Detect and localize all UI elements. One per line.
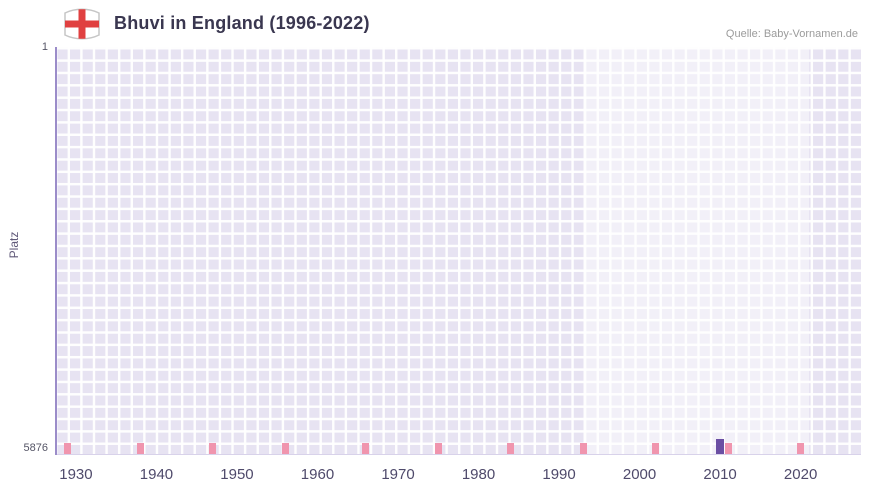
plot-area: [55, 47, 861, 455]
bottom-decade-mark: [652, 443, 660, 454]
bottom-decade-mark: [724, 443, 732, 454]
x-tick-label: 1960: [300, 466, 335, 483]
england-flag-icon: [64, 8, 100, 40]
y-axis-title: Platz: [7, 231, 21, 259]
x-tick-label: 1930: [59, 466, 93, 483]
x-tick-label: 2010: [703, 466, 737, 483]
x-axis: 1930 1940 1950 1960 1970 1980 1990 2000 2010 2020: [55, 464, 861, 488]
x-tick-label: 1970: [381, 466, 415, 483]
x-tick-label: 1950: [220, 466, 254, 483]
y-axis-line: [55, 47, 57, 455]
x-tick-label: 1980: [461, 466, 496, 483]
x-tick-label: 2020: [783, 466, 818, 483]
page-title: Bhuvi in England (1996-2022): [114, 13, 370, 33]
source-credit: Quelle: Baby-Vornamen.de: [725, 28, 858, 40]
bottom-decade-mark: [64, 443, 72, 454]
y-tick-top: 1: [41, 41, 48, 53]
bottom-decade-mark: [136, 443, 144, 454]
st-george-cross: [65, 9, 99, 39]
bottom-decade-mark: [434, 443, 442, 454]
bottom-decade-mark: [507, 443, 515, 454]
y-tick-bottom: 5876: [23, 442, 48, 454]
data-period-band: [583, 47, 809, 454]
bottom-decade-mark: [209, 443, 217, 454]
bottom-decade-mark: [797, 443, 805, 454]
bottom-decade-mark: [579, 443, 587, 454]
bottom-decade-mark: [362, 443, 370, 454]
x-tick-label: 2000: [622, 466, 657, 483]
x-tick-label: 1990: [542, 466, 576, 483]
rank-bar: [716, 439, 725, 454]
bottom-decade-mark: [281, 443, 289, 454]
x-tick-label: 1940: [139, 466, 174, 483]
